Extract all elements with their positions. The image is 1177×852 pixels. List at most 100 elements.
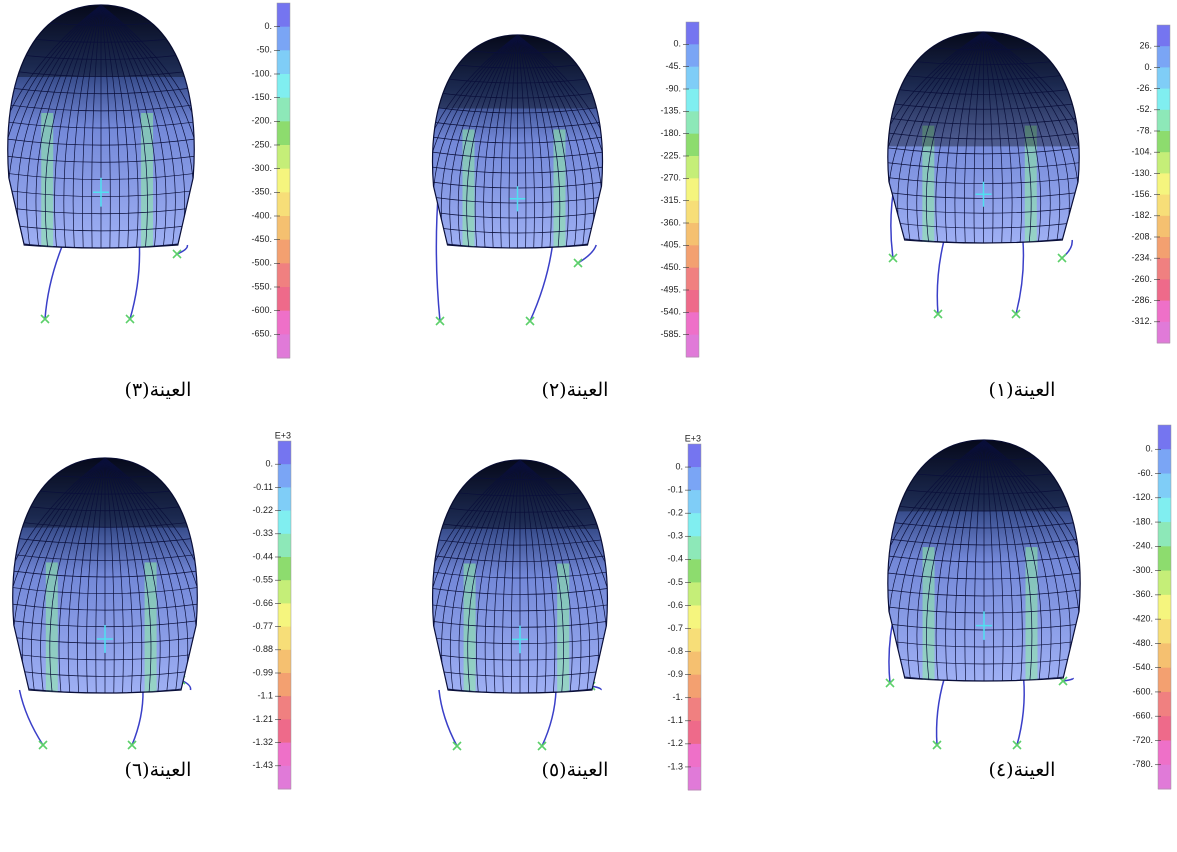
scale-label: -180. bbox=[1132, 516, 1153, 526]
scale-segment bbox=[278, 557, 291, 581]
scale-label: -60. bbox=[1137, 468, 1153, 478]
scale-segment bbox=[277, 27, 290, 51]
scale-label: -0.5 bbox=[667, 577, 683, 587]
scale-label: -1.2 bbox=[667, 738, 683, 748]
scale-segment bbox=[1158, 498, 1171, 523]
scale-segment bbox=[686, 268, 699, 291]
leg bbox=[439, 690, 457, 746]
panel: 0.-0.11-0.22-0.33-0.44-0.55-0.66-0.77-0.… bbox=[0, 430, 291, 789]
scale-segment bbox=[1158, 571, 1171, 596]
scale-label: -450. bbox=[251, 234, 272, 244]
scale-segment bbox=[688, 536, 701, 560]
scale-segment bbox=[1158, 619, 1171, 644]
scale-label: -1.3 bbox=[667, 761, 683, 771]
panel: 0.-60.-120.-180.-240.-300.-360.-420.-480… bbox=[869, 425, 1171, 790]
figure: 26.0.-26.-52.-78.-104.-130.-156.-182.-20… bbox=[0, 0, 1177, 852]
support bbox=[126, 315, 134, 323]
scale-segment bbox=[1158, 425, 1171, 450]
leg bbox=[1016, 240, 1023, 314]
scale-segment bbox=[1157, 322, 1170, 344]
scale-label: -0.3 bbox=[667, 531, 683, 541]
leg bbox=[542, 690, 556, 746]
scale-segment bbox=[1157, 89, 1170, 111]
scale-segment bbox=[277, 169, 290, 193]
scale-segment bbox=[1158, 546, 1171, 571]
scale-segment bbox=[278, 511, 291, 535]
scale-label: -0.8 bbox=[667, 646, 683, 656]
scale-segment bbox=[688, 467, 701, 491]
scale-label: -315. bbox=[660, 195, 681, 205]
support bbox=[538, 742, 546, 750]
scale-label: -540. bbox=[660, 307, 681, 317]
scale-segment bbox=[277, 98, 290, 122]
scale-segment bbox=[688, 444, 701, 468]
support bbox=[526, 317, 534, 325]
scale-segment bbox=[277, 287, 290, 311]
scale-segment bbox=[278, 580, 291, 604]
scale-label: -250. bbox=[251, 139, 272, 149]
scale-segment bbox=[1157, 25, 1170, 47]
scale-segment bbox=[1157, 195, 1170, 217]
scale-segment bbox=[277, 121, 290, 145]
scale-label: -1.21 bbox=[252, 714, 273, 724]
scale-label: -660. bbox=[1132, 711, 1153, 721]
scale-label: -260. bbox=[1131, 274, 1152, 284]
scale-segment bbox=[686, 245, 699, 268]
scale-segment bbox=[278, 743, 291, 767]
scale-segment bbox=[278, 696, 291, 720]
scale-label: -0.44 bbox=[252, 551, 273, 561]
scale-label: -0.22 bbox=[252, 505, 273, 515]
scale-label: -180. bbox=[660, 128, 681, 138]
scale-label: -650. bbox=[251, 329, 272, 339]
scale-segment bbox=[1157, 67, 1170, 89]
scale-label: -50. bbox=[256, 45, 272, 55]
leg bbox=[937, 240, 944, 314]
scale-segment bbox=[1157, 173, 1170, 195]
scale-label: -0.77 bbox=[252, 621, 273, 631]
scale-segment bbox=[688, 605, 701, 629]
scale-label: 0. bbox=[673, 39, 681, 49]
scale-segment bbox=[278, 441, 291, 465]
scale-segment bbox=[277, 334, 290, 358]
caption: العينة(٢) bbox=[542, 379, 609, 401]
scale-segment bbox=[1158, 765, 1171, 790]
scale-label: -0.11 bbox=[253, 482, 273, 492]
scale-label: -100. bbox=[251, 68, 272, 78]
scale-segment bbox=[277, 240, 290, 264]
caption: العينة(٤) bbox=[989, 759, 1056, 781]
scale-segment bbox=[688, 559, 701, 583]
support bbox=[453, 742, 461, 750]
scale-segment bbox=[688, 490, 701, 514]
scale-segment bbox=[686, 201, 699, 224]
scale-segment bbox=[686, 335, 699, 358]
scale-segment bbox=[686, 290, 699, 313]
scale-label: 0. bbox=[1145, 444, 1153, 454]
scale-segment bbox=[1157, 131, 1170, 153]
scale-segment bbox=[1158, 716, 1171, 741]
scale-segment bbox=[686, 156, 699, 179]
scale-segment bbox=[1157, 46, 1170, 68]
scale-segment bbox=[277, 50, 290, 74]
scale-segment bbox=[688, 513, 701, 537]
scale-segment bbox=[1157, 279, 1170, 301]
scale-label: -500. bbox=[251, 258, 272, 268]
scale-segment bbox=[1157, 110, 1170, 132]
scale-label: -480. bbox=[1132, 638, 1153, 648]
scale-label: -200. bbox=[251, 116, 272, 126]
scale-label: 0. bbox=[264, 21, 272, 31]
scale-segment bbox=[277, 263, 290, 287]
scale-segment bbox=[688, 652, 701, 676]
scale-segment bbox=[686, 67, 699, 90]
scale-label: -350. bbox=[251, 187, 272, 197]
scale-segment bbox=[686, 178, 699, 201]
scale-label: -1.1 bbox=[257, 691, 273, 701]
support bbox=[128, 741, 136, 749]
scale-label: -0.66 bbox=[252, 598, 273, 608]
scale-segment bbox=[278, 650, 291, 674]
leg bbox=[130, 245, 140, 319]
scale-segment bbox=[686, 22, 699, 45]
caption: العينة(٥) bbox=[542, 759, 609, 781]
scale-label: -450. bbox=[660, 262, 681, 272]
scale-label: -300. bbox=[251, 163, 272, 173]
scale-label: -360. bbox=[660, 217, 681, 227]
